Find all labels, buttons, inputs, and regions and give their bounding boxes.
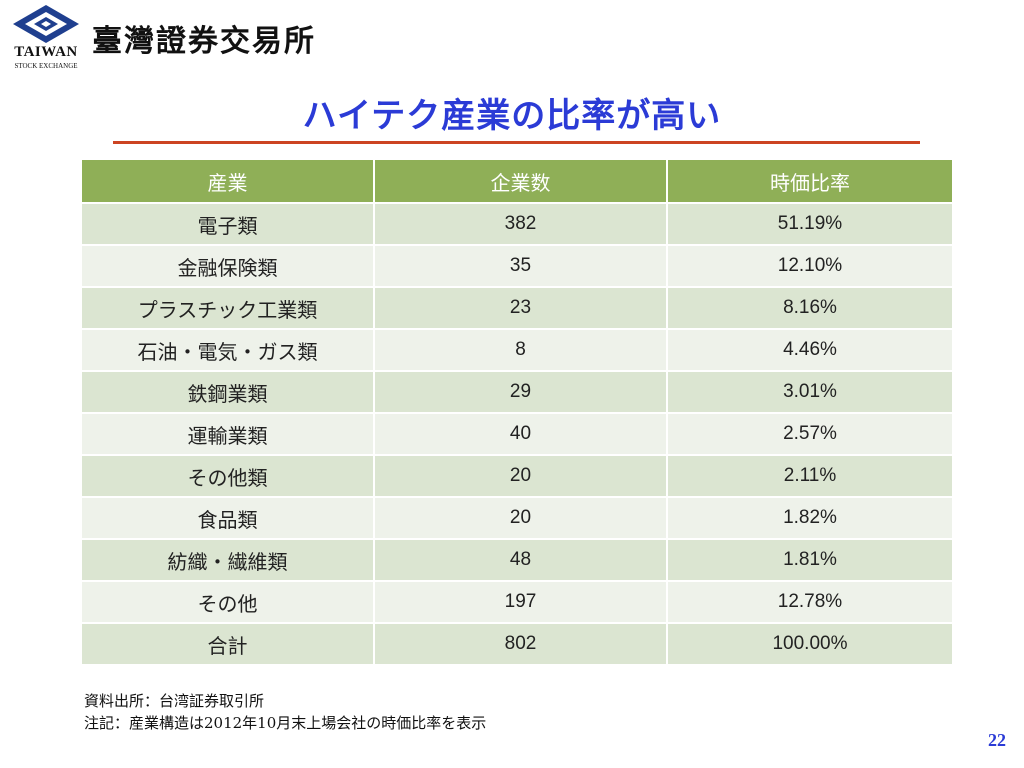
ratio-cell: 100.00% xyxy=(666,622,954,666)
table-row: その他類 20 2.11% xyxy=(80,454,954,498)
ratio-cell: 2.57% xyxy=(666,412,954,456)
column-header-companies: 企業数 xyxy=(373,158,668,204)
companies-cell: 29 xyxy=(373,370,668,414)
table-row: 食品類 20 1.82% xyxy=(80,496,954,540)
column-header-ratio: 時価比率 xyxy=(666,158,954,204)
table-total-row: 合計 802 100.00% xyxy=(80,622,954,666)
industry-cell: 食品類 xyxy=(80,496,375,540)
ratio-cell: 4.46% xyxy=(666,328,954,372)
table-header-row: 産業 企業数 時価比率 xyxy=(80,158,954,204)
source-note: 資料出所：台湾証券取引所 xyxy=(84,692,265,710)
companies-cell: 23 xyxy=(373,286,668,330)
organization-name: 臺灣證券交易所 xyxy=(92,24,316,59)
industry-cell: その他 xyxy=(80,580,375,624)
table-row: 金融保険類 35 12.10% xyxy=(80,244,954,288)
remark-note: 注記：産業構造は2012年10月末上場会社の時価比率を表示 xyxy=(84,714,487,732)
table-row: 紡織・繊維類 48 1.81% xyxy=(80,538,954,582)
industry-cell: プラスチック工業類 xyxy=(80,286,375,330)
page-number: 22 xyxy=(988,730,1006,750)
table-row: その他 197 12.78% xyxy=(80,580,954,624)
logo-subtitle: STOCK EXCHANGE xyxy=(14,62,78,70)
companies-cell: 35 xyxy=(373,244,668,288)
companies-cell: 802 xyxy=(373,622,668,666)
companies-cell: 20 xyxy=(373,496,668,540)
logo: TAIWAN STOCK EXCHANGE xyxy=(6,4,86,80)
taiwan-stock-exchange-logo-icon xyxy=(13,5,79,43)
ratio-cell: 8.16% xyxy=(666,286,954,330)
companies-cell: 48 xyxy=(373,538,668,582)
slide-title: ハイテク産業の比率が高い xyxy=(302,96,722,136)
ratio-cell: 2.11% xyxy=(666,454,954,498)
column-header-industry: 産業 xyxy=(80,158,375,204)
industry-cell: 石油・電気・ガス類 xyxy=(80,328,375,372)
notes: 資料出所：台湾証券取引所 注記：産業構造は2012年10月末上場会社の時価比率を… xyxy=(84,690,486,734)
companies-cell: 40 xyxy=(373,412,668,456)
industry-cell: 運輸業類 xyxy=(80,412,375,456)
table-row: 運輸業類 40 2.57% xyxy=(80,412,954,456)
table-row: 電子類 382 51.19% xyxy=(80,202,954,246)
ratio-cell: 51.19% xyxy=(666,202,954,246)
industry-table: 産業 企業数 時価比率 電子類 382 51.19% 金融保険類 35 12.1… xyxy=(80,158,954,666)
ratio-cell: 1.81% xyxy=(666,538,954,582)
companies-cell: 197 xyxy=(373,580,668,624)
industry-cell: 合計 xyxy=(80,622,375,666)
companies-cell: 8 xyxy=(373,328,668,372)
industry-cell: 電子類 xyxy=(80,202,375,246)
table-row: 石油・電気・ガス類 8 4.46% xyxy=(80,328,954,372)
table-row: プラスチック工業類 23 8.16% xyxy=(80,286,954,330)
companies-cell: 382 xyxy=(373,202,668,246)
companies-cell: 20 xyxy=(373,454,668,498)
table-row: 鉄鋼業類 29 3.01% xyxy=(80,370,954,414)
ratio-cell: 3.01% xyxy=(666,370,954,414)
industry-cell: 金融保険類 xyxy=(80,244,375,288)
ratio-cell: 12.10% xyxy=(666,244,954,288)
industry-cell: 鉄鋼業類 xyxy=(80,370,375,414)
title-divider xyxy=(113,141,920,144)
ratio-cell: 1.82% xyxy=(666,496,954,540)
logo-wordmark: TAIWAN xyxy=(14,44,78,60)
industry-cell: 紡織・繊維類 xyxy=(80,538,375,582)
industry-cell: その他類 xyxy=(80,454,375,498)
ratio-cell: 12.78% xyxy=(666,580,954,624)
